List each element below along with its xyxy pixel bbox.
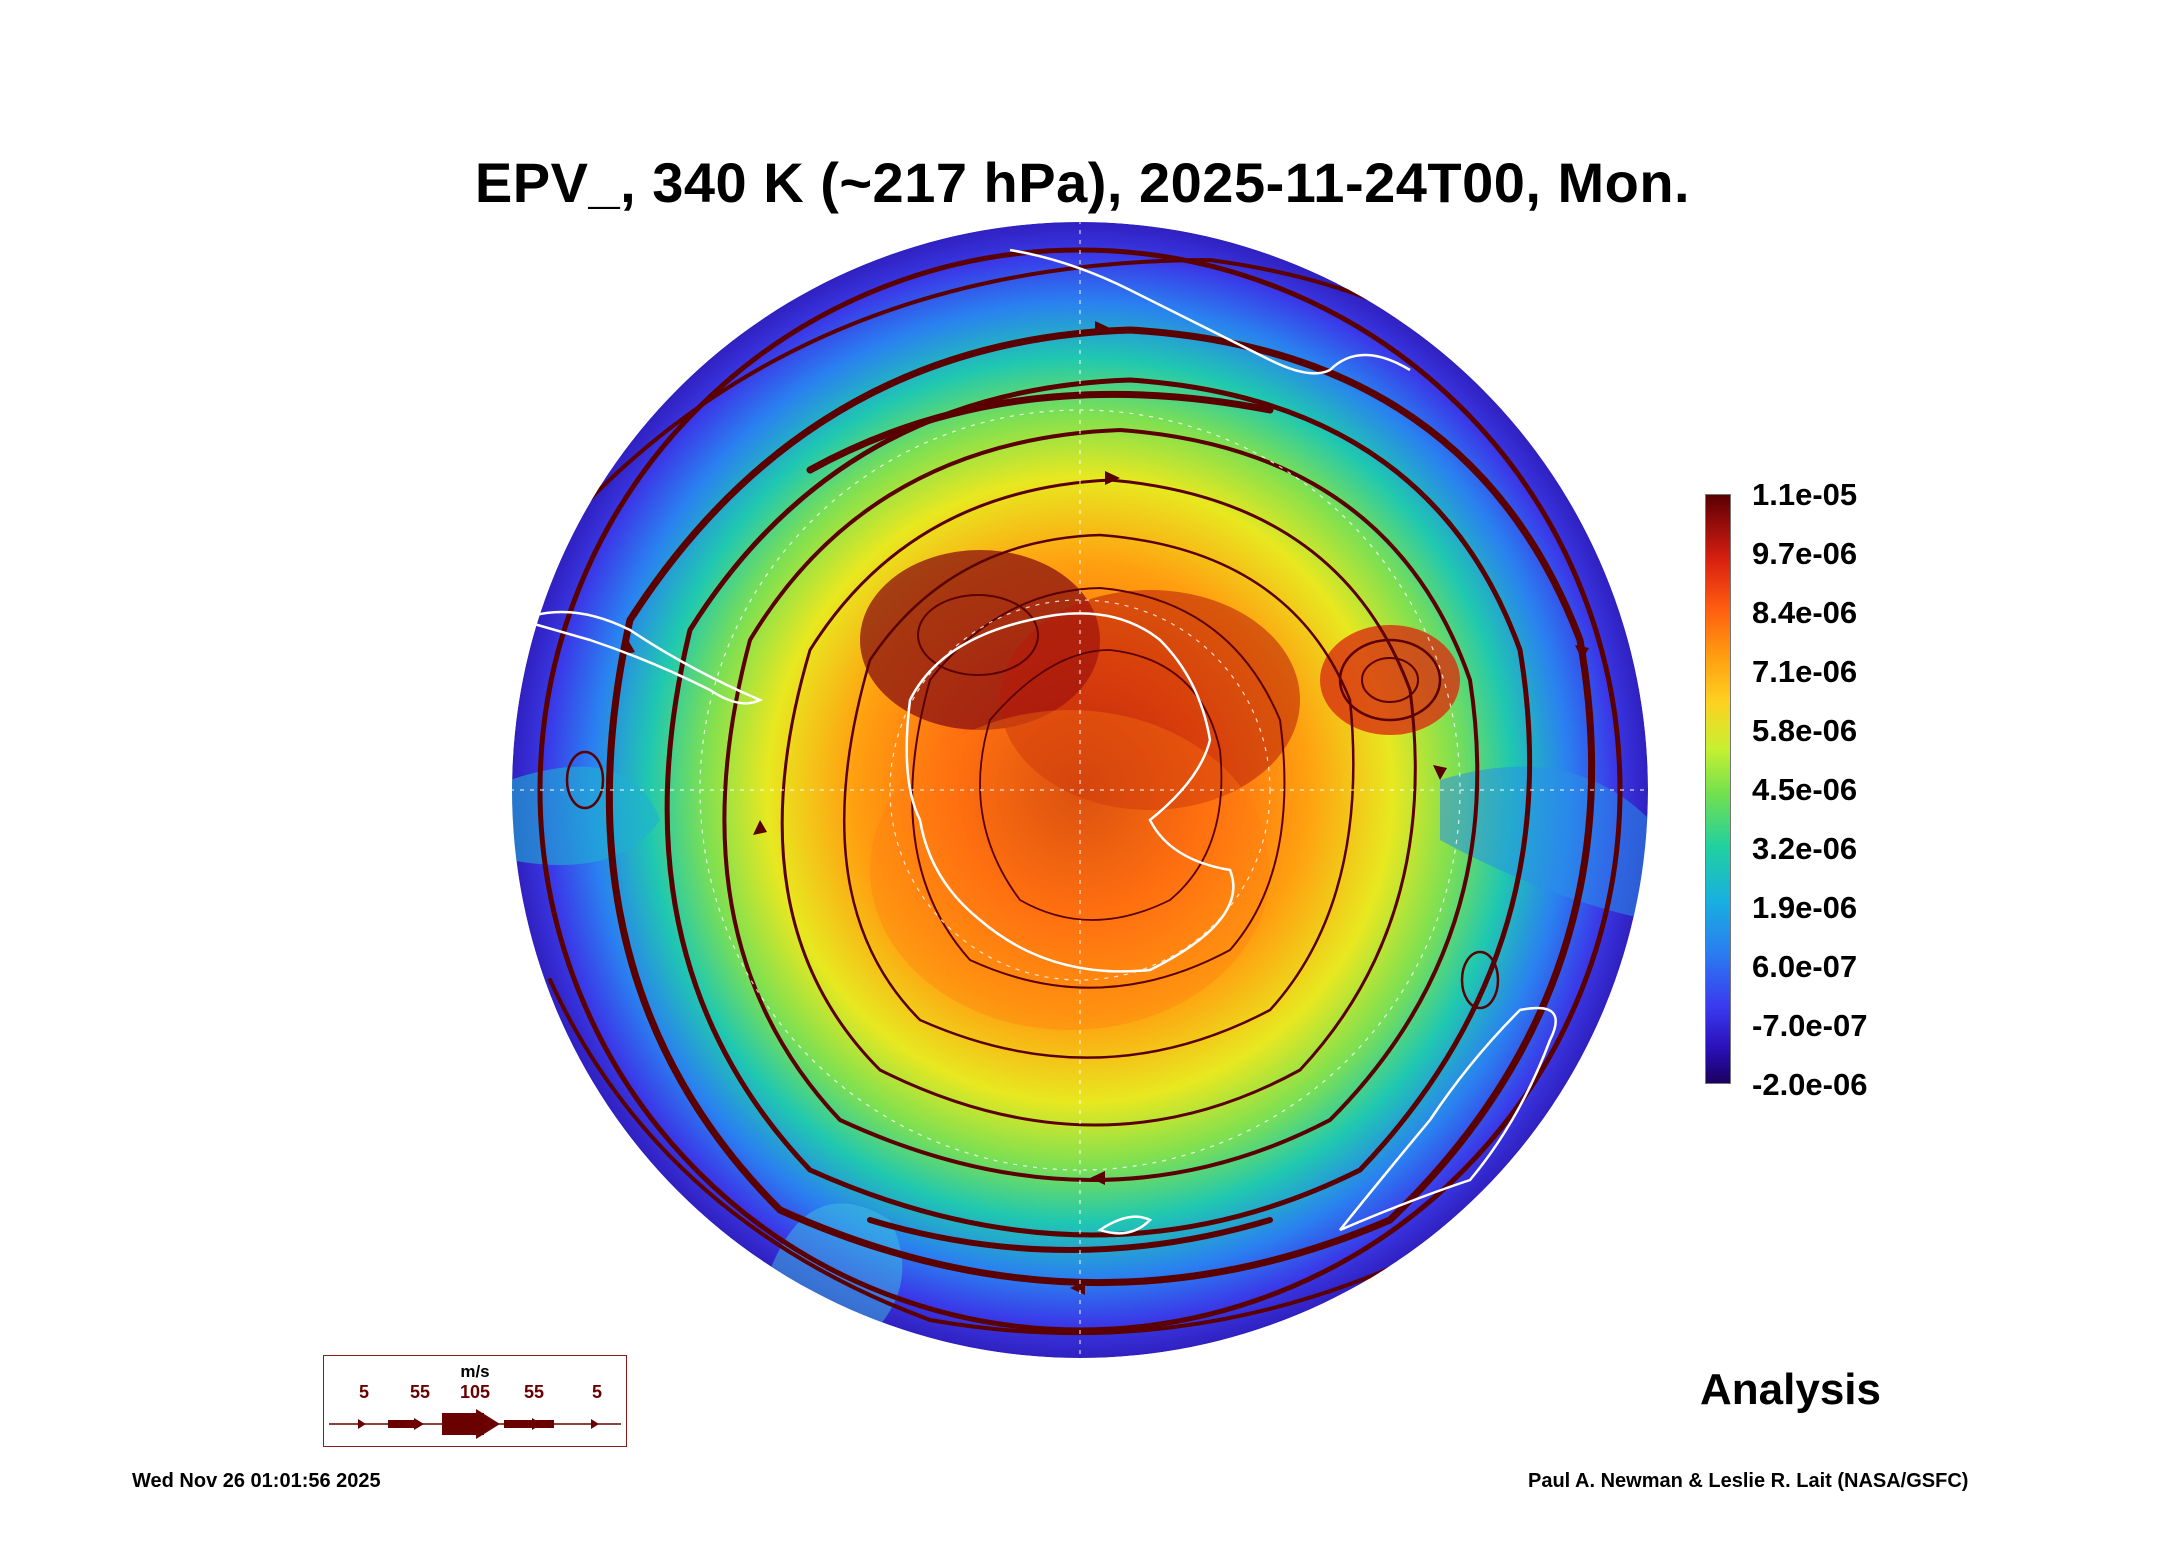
wind-legend-unit: m/s xyxy=(460,1362,490,1381)
pv-core-blob xyxy=(1000,590,1300,810)
streamline-arrow-icon xyxy=(1090,1171,1105,1185)
colorbar-label: 1.1e-05 xyxy=(1752,477,1858,512)
coastline-australia xyxy=(1339,1006,1557,1232)
streamline xyxy=(780,478,1417,1127)
wind-legend-value: 55 xyxy=(523,1382,545,1402)
colorbar-label: 4.5e-06 xyxy=(1752,772,1858,807)
polar-map xyxy=(512,222,1648,1358)
coastline-new-zealand xyxy=(1097,1215,1153,1235)
streamline xyxy=(867,1217,1273,1253)
coastline-africa xyxy=(1009,248,1411,375)
colorbar-label: 1.9e-06 xyxy=(1752,890,1858,925)
streamline xyxy=(548,978,1472,1336)
coastline-south-america xyxy=(516,610,763,705)
streamline-arrow-icon xyxy=(1070,1281,1085,1295)
streamline-arrow-icon xyxy=(1095,321,1110,335)
streamline xyxy=(917,594,1039,676)
streamline-arrow-icon xyxy=(1575,645,1589,660)
streamline xyxy=(1361,657,1419,703)
pv-core-blob xyxy=(870,710,1270,1030)
wind-legend-value: 105 xyxy=(459,1382,491,1402)
colorbar-label: 9.7e-06 xyxy=(1752,536,1858,571)
plot-title: EPV_, 340 K (~217 hPa), 2025-11-24T00, M… xyxy=(474,151,1691,214)
streamline-arrow-icon xyxy=(1105,471,1120,485)
pv-tongue xyxy=(1440,766,1648,920)
footer-timestamp: Wed Nov 26 01:01:56 2025 xyxy=(132,1470,381,1492)
footer-credit: Paul A. Newman & Leslie R. Lait (NASA/GS… xyxy=(1528,1470,1969,1492)
graticule-line xyxy=(889,599,1271,981)
colorbar-label: -7.0e-07 xyxy=(1752,1008,1868,1043)
streamline xyxy=(842,533,1355,1059)
wind-legend-value: 5 xyxy=(591,1382,602,1402)
graticule-line xyxy=(699,409,1461,1171)
streamline-arrow-icon xyxy=(1433,765,1447,780)
streamline-arrow-icon xyxy=(753,820,767,835)
streamline xyxy=(722,427,1480,1182)
wind-speed-legend: m/s 5 55 105 55 5 xyxy=(323,1355,627,1447)
analysis-label: Analysis xyxy=(1700,1365,1881,1414)
wind-legend-value: 55 xyxy=(409,1382,431,1402)
colorbar-label: 6.0e-07 xyxy=(1752,949,1858,984)
streamline xyxy=(664,377,1533,1238)
colorbar-label: 5.8e-06 xyxy=(1752,713,1858,748)
streamline xyxy=(911,586,1286,989)
streamline xyxy=(979,649,1223,921)
colorbar-label: 7.1e-06 xyxy=(1752,654,1858,689)
pv-tongue xyxy=(512,766,660,865)
wind-legend-value: 5 xyxy=(358,1382,369,1402)
streamline xyxy=(1338,638,1442,722)
streamline xyxy=(605,326,1596,1286)
streamline xyxy=(1460,950,1500,1010)
streamline xyxy=(565,750,605,810)
streamline xyxy=(806,390,1274,474)
colorbar xyxy=(1705,494,1731,1084)
coastline-antarctica xyxy=(905,612,1235,973)
colorbar-label: 3.2e-06 xyxy=(1752,831,1858,866)
wind-legend-arrow-icon xyxy=(329,1409,621,1439)
colorbar-label: -2.0e-06 xyxy=(1752,1067,1868,1102)
colorbar-label: 8.4e-06 xyxy=(1752,595,1858,630)
